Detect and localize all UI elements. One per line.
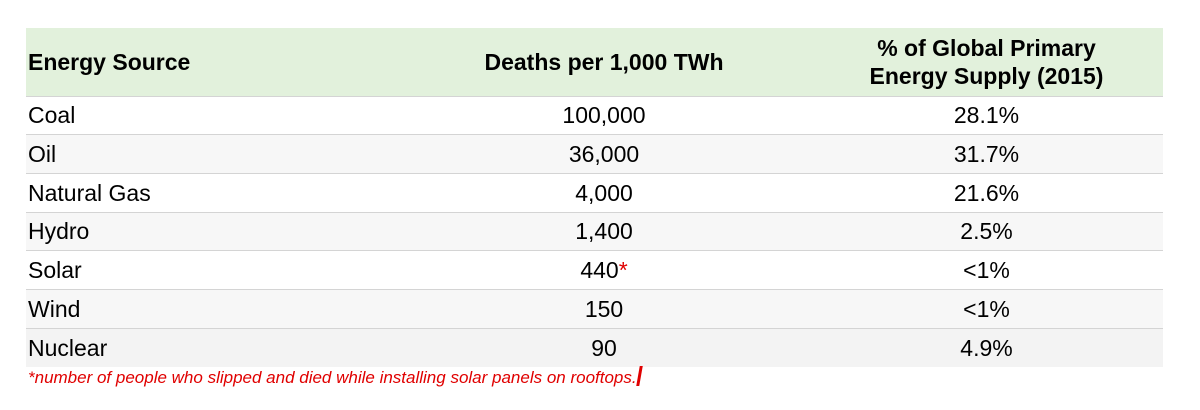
header-deaths: Deaths per 1,000 TWh [484,48,724,75]
cell-share: 31.7% [953,141,1020,168]
table-row: Coal 100,000 28.1% [26,96,1163,135]
cell-deaths: 100,000 [398,96,810,135]
asterisk-marker: * [618,257,628,284]
cell-source: Hydro [28,218,90,245]
cell-share: 4.9% [960,334,1013,361]
cell-source: Oil [28,141,57,168]
cell-share: 28.1% [953,102,1020,129]
deaths-value: 440 [580,257,619,284]
energy-deaths-table: Energy Source Deaths per 1,000 TWh % of … [26,28,1163,367]
deaths-value: 150 [584,295,624,322]
header-energy-source: Energy Source [28,48,191,75]
cell-source: Nuclear [28,334,108,361]
deaths-value: 4,000 [575,179,633,206]
table-row: Natural Gas 4,000 21.6% [26,173,1163,213]
table-row: Nuclear 90 4.9% [26,328,1163,367]
deaths-value: 1,400 [575,218,633,245]
cell-deaths: 1,400 [398,212,810,251]
cell-share: <1% [963,295,1010,322]
cell-deaths: 90 [398,328,810,367]
deaths-value: 36,000 [568,141,640,168]
table-header: Energy Source Deaths per 1,000 TWh % of … [26,28,1163,96]
cell-source: Wind [28,295,81,322]
header-share-text: % of Global Primary Energy Supply (2015) [869,34,1104,89]
cell-deaths: 4,000 [398,173,810,212]
cell-share: 2.5% [960,218,1013,245]
table-body: Coal 100,000 28.1% Oil 36,000 31.7% Natu… [26,96,1163,367]
table-row: Hydro 1,400 2.5% [26,212,1163,251]
table-row: Oil 36,000 31.7% [26,134,1163,174]
energy-deaths-table-wrapper: Energy Source Deaths per 1,000 TWh % of … [26,28,1163,367]
cell-source: Natural Gas [28,179,151,206]
cell-deaths: 36,000 [398,135,810,174]
header-share: % of Global Primary Energy Supply (2015) [810,28,1163,96]
deaths-value: 90 [591,334,617,361]
cell-source: Coal [28,102,76,129]
cell-share: 21.6% [953,179,1020,206]
cell-deaths: 150 [398,289,810,328]
cell-share: <1% [963,257,1010,284]
cell-source: Solar [28,257,82,284]
header-row: Energy Source Deaths per 1,000 TWh % of … [26,28,1163,96]
footnote: *number of people who slipped and died w… [28,366,643,388]
table-row: Solar 440* <1% [26,250,1163,290]
table-row: Wind 150 <1% [26,289,1163,329]
deaths-value: 100,000 [562,102,646,129]
footnote-text: *number of people who slipped and died w… [28,368,637,387]
cell-deaths: 440* [398,251,810,290]
